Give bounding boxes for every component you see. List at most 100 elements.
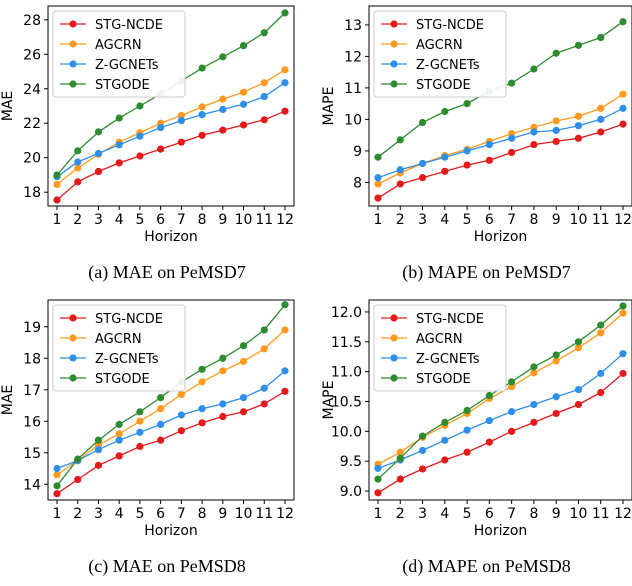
series-stg-ncde — [53, 387, 289, 498]
y-tick-label: 11.0 — [331, 365, 362, 381]
data-point — [485, 416, 493, 425]
legend-swatch-marker — [69, 60, 77, 68]
legend-box — [52, 304, 186, 392]
legend-swatch-marker — [390, 60, 398, 68]
legend-label: AGCRN — [416, 38, 463, 53]
series-stg-ncde — [53, 107, 289, 204]
data-point — [530, 363, 538, 371]
legend-label: STGODE — [95, 372, 150, 387]
data-point — [485, 156, 493, 164]
data-point — [94, 446, 103, 454]
chart-panel-4: 9.09.510.010.511.011.512.01 2 3 4 5 6 7 8 9 10 11 1… — [321, 299, 632, 577]
data-point — [418, 446, 427, 455]
data-point — [552, 126, 560, 135]
x-tick-label: 10 — [235, 212, 253, 228]
x-tick-label: 8 — [529, 212, 538, 228]
data-point — [94, 461, 103, 469]
data-point — [260, 116, 268, 124]
data-point — [177, 427, 185, 435]
x-tick-label: 4 — [115, 212, 124, 228]
x-tick-label: 10 — [570, 506, 588, 522]
y-tick-label: 15 — [23, 446, 41, 462]
legend-box — [373, 10, 507, 98]
data-point — [396, 166, 404, 174]
data-point — [219, 354, 227, 362]
data-point — [619, 369, 627, 378]
data-point — [574, 112, 583, 120]
legend-swatch-marker — [390, 80, 398, 88]
data-point — [574, 385, 583, 394]
legend-swatch-marker — [69, 80, 77, 88]
data-point — [177, 138, 185, 146]
data-point — [260, 326, 268, 334]
legend-swatch-marker — [69, 40, 77, 48]
x-tick-label: 6 — [156, 212, 165, 228]
data-point — [530, 140, 538, 149]
data-point — [552, 137, 560, 146]
data-point — [552, 357, 560, 365]
data-point — [239, 121, 248, 129]
y-tick-label: 13 — [344, 18, 362, 34]
data-point — [115, 436, 123, 444]
data-point — [619, 18, 627, 26]
subfigure-caption: (a) MAE on PeMSD7 — [88, 262, 246, 283]
x-tick-label: 4 — [440, 212, 449, 228]
data-point — [281, 66, 289, 74]
data-point — [260, 384, 268, 392]
series-line — [56, 69, 286, 185]
data-point — [281, 9, 289, 17]
data-point — [396, 475, 404, 483]
data-point — [53, 180, 61, 189]
y-tick-label: 18 — [23, 351, 41, 367]
x-tick-label: 11 — [255, 506, 273, 522]
legend-swatch-marker — [69, 374, 77, 382]
x-tick-label: 12 — [614, 506, 632, 522]
plot-frame — [368, 299, 632, 501]
plot-frame — [47, 5, 295, 207]
plot-frame — [368, 5, 632, 207]
data-point — [418, 159, 427, 168]
data-point — [157, 405, 165, 413]
legend: STG-NCDE AGCRN Z-GCNETs STGODE — [373, 304, 507, 392]
data-point — [508, 408, 516, 416]
legend-swatch-marker — [390, 314, 398, 322]
series-line — [377, 123, 624, 199]
y-tick-label: 28 — [23, 13, 41, 29]
y-tick-label: 18 — [23, 185, 41, 201]
data-point — [260, 345, 268, 353]
x-tick-label: 8 — [198, 212, 207, 228]
legend-swatch-marker — [69, 334, 77, 342]
data-point — [441, 418, 449, 426]
data-point — [374, 153, 382, 161]
data-point — [574, 134, 583, 142]
series-line — [56, 370, 286, 470]
data-point — [94, 436, 103, 444]
series-agcrn — [374, 90, 627, 188]
data-point — [463, 161, 471, 169]
series-line — [377, 93, 624, 185]
data-point — [74, 178, 82, 186]
data-point — [239, 42, 248, 50]
data-point — [619, 104, 627, 112]
series-line — [377, 372, 624, 494]
legend-box — [373, 304, 507, 392]
data-point — [136, 442, 144, 451]
legend-label: STG-NCDE — [95, 18, 163, 33]
data-point — [260, 92, 268, 101]
data-point — [574, 338, 583, 346]
x-tick-label: 9 — [552, 212, 561, 228]
data-point — [530, 128, 538, 136]
data-point — [619, 90, 627, 98]
data-point — [115, 452, 123, 460]
legend-label: STGODE — [95, 78, 150, 93]
data-point — [418, 432, 427, 440]
subfigure-caption: (b) MAPE on PeMSD7 — [402, 262, 571, 283]
data-point — [619, 120, 627, 128]
series-line — [56, 82, 286, 178]
data-point — [74, 147, 82, 155]
y-tick-label: 10 — [344, 112, 362, 128]
x-tick-label: 12 — [276, 506, 294, 522]
data-point — [53, 471, 61, 479]
